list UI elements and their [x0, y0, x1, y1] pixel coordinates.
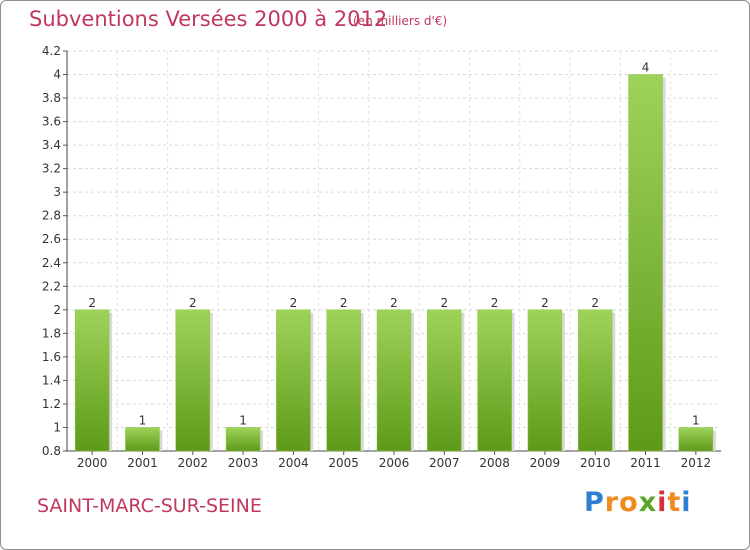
bar-2002 — [175, 309, 211, 452]
bar-2010 — [577, 309, 613, 452]
x-tick-label: 2011 — [630, 456, 661, 470]
axis-layer: 0.8 1 1.2 1.4 1.6 1.8 2 2.2 2.4 2.6 2.8 3 3.2 3.4 3.6 3… — [42, 44, 721, 470]
x-tick-label: 2010 — [580, 456, 611, 470]
bar-2012 — [678, 427, 714, 452]
data-label: 2 — [591, 296, 599, 310]
logo-letter: P — [584, 487, 605, 518]
y-tick-label: 1.2 — [42, 397, 61, 411]
y-tick-label: 1.6 — [42, 350, 61, 364]
data-label: 2 — [290, 296, 298, 310]
chart-title: Subventions Versées 2000 à 2012 — [29, 7, 388, 31]
bar-2005 — [326, 309, 361, 452]
bar-2001 — [125, 427, 160, 452]
x-tick-label: 2009 — [530, 456, 561, 470]
y-tick-label: 3.8 — [42, 91, 61, 105]
bar-2011 — [628, 74, 663, 452]
y-tick-label: 2.8 — [42, 209, 61, 223]
y-tick-label: 4 — [53, 68, 61, 82]
x-tick-label: 2002 — [177, 456, 208, 470]
data-label: 4 — [642, 61, 650, 75]
chart-subtitle: (en milliers d'€) — [353, 14, 448, 28]
data-label: 2 — [88, 296, 96, 310]
bar-layer — [74, 74, 716, 452]
y-tick-label: 2.4 — [42, 256, 61, 270]
data-label: 2 — [340, 296, 348, 310]
x-tick-label: 2008 — [479, 456, 510, 470]
bar-2008 — [477, 309, 512, 452]
data-label: 1 — [692, 413, 700, 427]
y-tick-label: 1 — [53, 420, 61, 434]
data-label: 2 — [541, 296, 549, 310]
y-tick-label: 4.2 — [42, 44, 61, 58]
y-tick-label: 2.6 — [42, 232, 61, 246]
logo-letter: o — [619, 487, 639, 518]
y-tick-label: 3.4 — [42, 138, 61, 152]
data-label: 1 — [239, 413, 247, 427]
y-tick-label: 3.2 — [42, 162, 61, 176]
logo-letter: i — [681, 487, 692, 518]
x-tick-label: 2007 — [429, 456, 460, 470]
grid-layer — [67, 50, 721, 451]
logo-letter: r — [604, 487, 620, 518]
logo-letter: t — [667, 487, 682, 518]
bar-2000 — [74, 309, 110, 452]
bar-2003 — [225, 427, 261, 452]
data-label: 2 — [440, 296, 448, 310]
y-tick-label: 2.2 — [42, 279, 61, 293]
logo-letter: i — [657, 487, 668, 518]
data-label: 2 — [491, 296, 499, 310]
data-label: 2 — [390, 296, 398, 310]
data-label: 2 — [189, 296, 197, 310]
logo-letter: x — [638, 487, 658, 518]
y-tick-label: 1.4 — [42, 373, 61, 387]
y-tick-label: 3.6 — [42, 115, 61, 129]
x-tick-label: 2004 — [278, 456, 309, 470]
x-tick-label: 2001 — [127, 456, 158, 470]
bar-2009 — [527, 309, 563, 452]
y-tick-label: 0.8 — [42, 444, 61, 458]
y-tick-label: 2 — [53, 303, 61, 317]
bar-2006 — [376, 309, 412, 452]
y-tick-label: 3 — [53, 185, 61, 199]
data-label: 1 — [139, 413, 147, 427]
proxiti-logo: Proxiti — [584, 487, 692, 518]
y-tick-label: 1.8 — [42, 326, 61, 340]
bar-2004 — [276, 309, 311, 452]
x-tick-label: 2006 — [379, 456, 410, 470]
x-tick-label: 2000 — [77, 456, 108, 470]
label-layer: 2 1 2 1 2 2 2 2 2 2 2 4 1 — [88, 61, 699, 428]
x-tick-label: 2012 — [681, 456, 712, 470]
bar-2007 — [427, 309, 462, 452]
x-tick-label: 2003 — [228, 456, 259, 470]
place-name: SAINT-MARC-SUR-SEINE — [37, 495, 262, 517]
x-tick-label: 2005 — [328, 456, 359, 470]
